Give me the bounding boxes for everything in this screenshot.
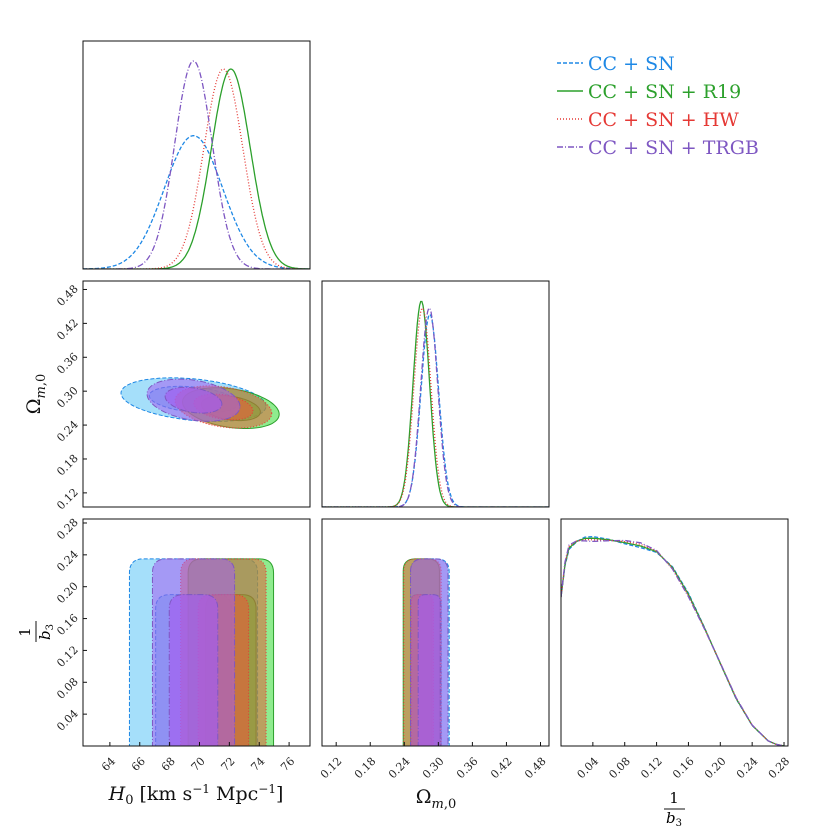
y-axis-title-b3: 1 b3 <box>16 621 56 642</box>
y-tick-label-b3: 0.04 <box>54 707 81 734</box>
x-tick-label-b3: 0.12 <box>638 755 665 782</box>
x-tick-label-b3: 0.24 <box>734 755 761 782</box>
h0-marginal-panel <box>83 60 310 269</box>
x-axis-title-b3: 1 b3 <box>664 789 685 829</box>
marginal-curve-b3-3 <box>561 539 785 746</box>
svg-text:1: 1 <box>669 789 679 807</box>
x-tick-label-h0: 72 <box>219 755 238 774</box>
y-tick-label-b3: 0.16 <box>54 611 81 638</box>
x-tick-label-h0: 70 <box>189 755 208 774</box>
svg-text:Ωm,0: Ωm,0 <box>416 786 457 812</box>
y-tick-label-om: 0.12 <box>54 486 81 513</box>
marginal-curve-om-0 <box>322 313 549 507</box>
x-tick-label-h0: 66 <box>129 755 148 774</box>
svg-text:b3: b3 <box>666 809 682 829</box>
om-vs-h0-contour-panel <box>120 377 280 429</box>
marginal-curve-h0-1 <box>83 68 310 269</box>
x-tick-label-om: 0.42 <box>488 755 515 782</box>
x-tick-label-om: 0.48 <box>522 755 549 782</box>
contour-b3-om-3-68 <box>417 594 441 746</box>
y-tick-label-om: 0.30 <box>54 384 81 411</box>
x-tick-label-b3: 0.08 <box>606 755 633 782</box>
y-tick-label-b3: 0.24 <box>54 548 81 575</box>
y-tick-label-om: 0.48 <box>54 282 81 309</box>
contour-b3-h0-3-68 <box>168 594 219 746</box>
contour-om-h0-3-68 <box>164 386 223 414</box>
y-tick-label-om: 0.18 <box>54 452 81 479</box>
marginal-curve-h0-2 <box>83 68 310 269</box>
x-tick-label-b3: 0.04 <box>575 755 602 782</box>
marginal-curve-h0-0 <box>83 135 310 269</box>
x-tick-label-h0: 76 <box>278 755 297 774</box>
marginal-curve-h0-3 <box>83 60 310 269</box>
y-tick-label-om: 0.24 <box>54 418 81 445</box>
x-tick-label-om: 0.12 <box>318 755 345 782</box>
svg-text:H0 [km s−1 Mpc−1]: H0 [km s−1 Mpc−1] <box>108 782 284 808</box>
y-tick-label-om: 0.42 <box>54 316 81 343</box>
x-tick-label-h0: 68 <box>159 755 178 774</box>
x-tick-label-b3: 0.28 <box>766 755 793 782</box>
svg-text:b3: b3 <box>36 624 56 640</box>
marginal-curve-om-3 <box>322 307 549 507</box>
marginal-curve-om-2 <box>322 307 549 507</box>
y-tick-label-b3: 0.12 <box>54 643 81 670</box>
x-axis-title-om: Ωm,0 <box>416 786 457 812</box>
x-axis-title-h0: H0 [km s−1 Mpc−1] <box>108 782 284 808</box>
svg-text:Ωm,0: Ωm,0 <box>23 374 49 415</box>
y-axis-title-om: Ωm,0 <box>23 374 49 415</box>
b3-marginal-panel <box>561 535 785 746</box>
legend-label-3: CC + SN + TRGB <box>588 137 759 159</box>
x-tick-label-om: 0.24 <box>386 755 413 782</box>
b3-vs-om-contour-panel <box>402 558 450 746</box>
om-marginal-panel <box>322 300 549 507</box>
marginal-curve-om-1 <box>322 300 549 507</box>
x-tick-label-b3: 0.16 <box>670 755 697 782</box>
y-tick-label-b3: 0.20 <box>54 580 81 607</box>
legend-label-2: CC + SN + HW <box>588 109 739 131</box>
legend-label-1: CC + SN + R19 <box>588 81 741 103</box>
x-tick-label-b3: 0.20 <box>702 755 729 782</box>
b3-vs-h0-contour-panel <box>128 558 275 746</box>
y-tick-label-om: 0.36 <box>54 350 81 377</box>
y-tick-label-b3: 0.08 <box>54 675 81 702</box>
y-tick-label-b3: 0.28 <box>54 516 81 543</box>
legend: CC + SN CC + SN + R19 CC + SN + HW CC + SN … <box>557 53 759 159</box>
x-tick-label-h0: 64 <box>99 755 118 774</box>
legend-label-0: CC + SN <box>588 53 675 75</box>
x-tick-label-om: 0.18 <box>352 755 379 782</box>
panel-frames <box>82 40 789 747</box>
x-tick-label-h0: 74 <box>248 755 267 774</box>
x-tick-label-om: 0.30 <box>420 755 447 782</box>
marginal-curve-b3-2 <box>561 538 785 746</box>
svg-text:1: 1 <box>16 627 34 637</box>
x-tick-label-om: 0.36 <box>454 755 481 782</box>
